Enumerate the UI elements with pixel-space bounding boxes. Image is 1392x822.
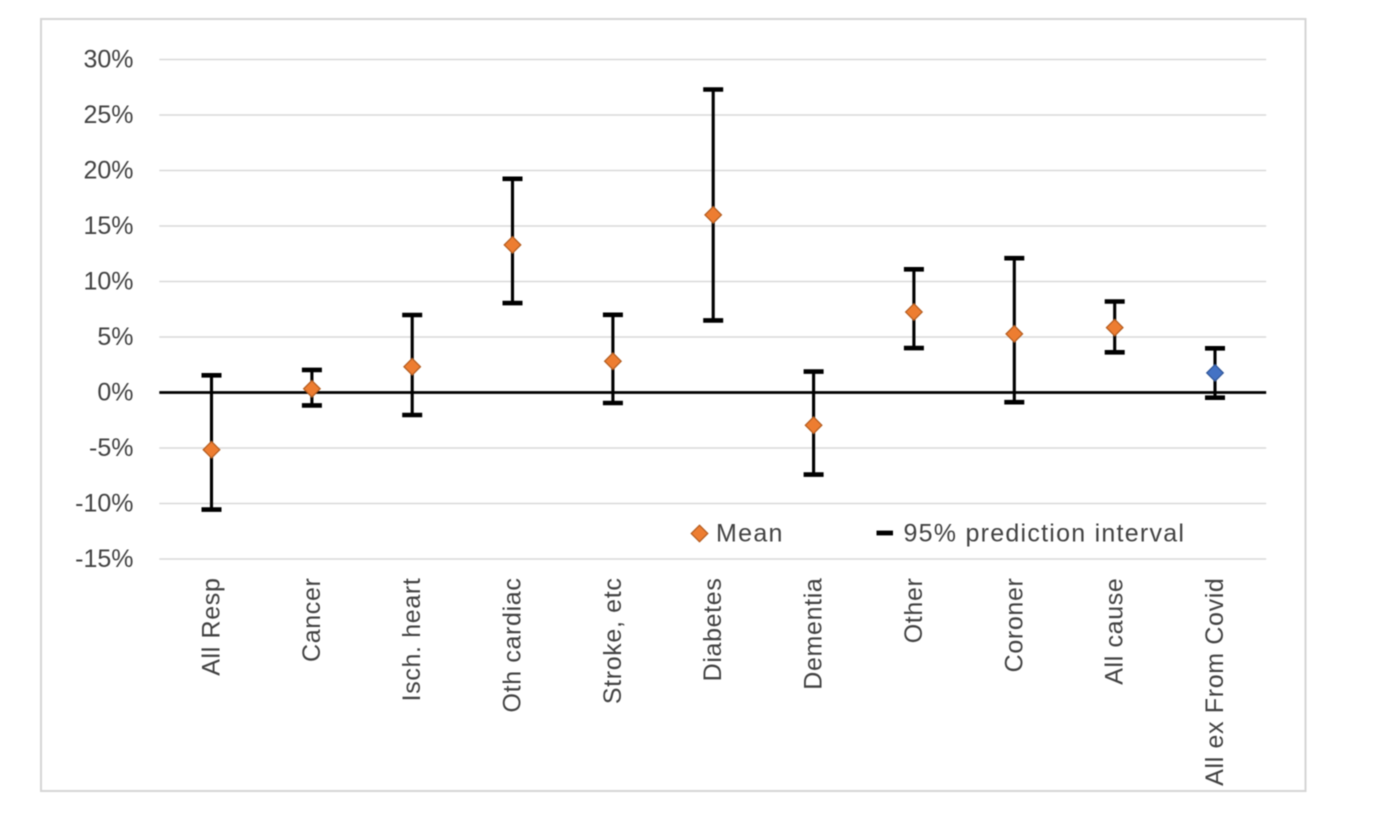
svg-text:-15%: -15% xyxy=(75,545,133,573)
svg-text:All Resp: All Resp xyxy=(198,578,226,676)
svg-text:Coroner: Coroner xyxy=(1000,578,1028,673)
svg-text:5%: 5% xyxy=(97,323,133,351)
svg-text:15%: 15% xyxy=(83,212,133,240)
svg-text:25%: 25% xyxy=(83,101,133,129)
svg-text:Mean: Mean xyxy=(716,520,784,548)
svg-text:All cause: All cause xyxy=(1101,578,1129,685)
svg-text:Oth cardiac: Oth cardiac xyxy=(499,578,527,713)
svg-text:Dementia: Dementia xyxy=(800,578,828,690)
svg-text:-10%: -10% xyxy=(75,490,133,518)
svg-text:Cancer: Cancer xyxy=(298,578,326,663)
svg-text:20%: 20% xyxy=(83,157,133,185)
svg-text:95% prediction interval: 95% prediction interval xyxy=(904,520,1186,548)
svg-text:Stroke, etc: Stroke, etc xyxy=(599,578,627,705)
svg-text:-5%: -5% xyxy=(89,434,133,462)
svg-text:10%: 10% xyxy=(83,268,133,296)
svg-text:Diabetes: Diabetes xyxy=(699,578,727,682)
svg-text:0%: 0% xyxy=(97,379,133,407)
svg-text:All ex From Covid: All ex From Covid xyxy=(1201,578,1229,786)
svg-text:30%: 30% xyxy=(83,46,133,74)
svg-text:Isch. heart: Isch. heart xyxy=(398,578,426,702)
svg-text:Other: Other xyxy=(900,578,928,644)
